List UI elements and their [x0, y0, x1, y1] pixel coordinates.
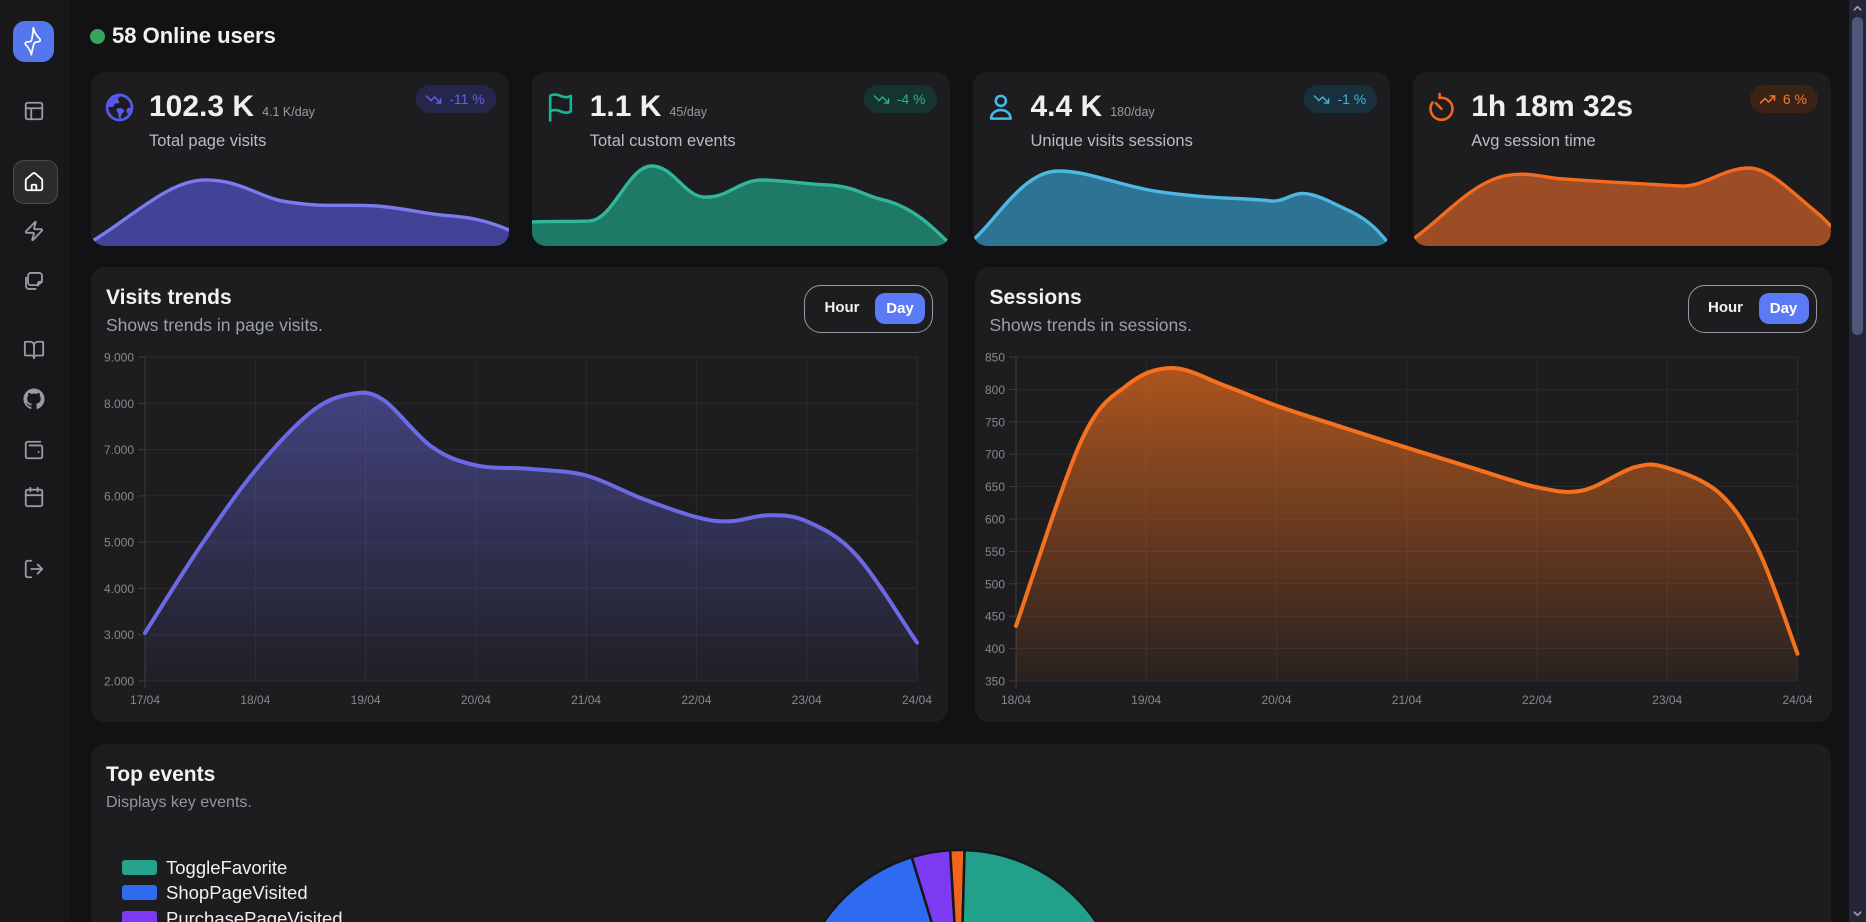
svg-text:22/04: 22/04 [681, 693, 711, 707]
svg-text:22/04: 22/04 [1521, 693, 1551, 707]
svg-text:21/04: 21/04 [571, 693, 601, 707]
svg-text:18/04: 18/04 [1000, 693, 1030, 707]
svg-text:9.000: 9.000 [104, 351, 134, 365]
svg-text:450: 450 [984, 610, 1004, 624]
svg-text:550: 550 [984, 545, 1004, 559]
svg-text:700: 700 [984, 448, 1004, 462]
svg-text:19/04: 19/04 [351, 693, 381, 707]
svg-text:2.000: 2.000 [104, 675, 134, 689]
svg-text:24/04: 24/04 [902, 693, 932, 707]
svg-text:8.000: 8.000 [104, 397, 134, 411]
svg-text:3.000: 3.000 [104, 628, 134, 642]
svg-text:7.000: 7.000 [104, 443, 134, 457]
svg-text:500: 500 [984, 577, 1004, 591]
svg-text:400: 400 [984, 642, 1004, 656]
svg-text:24/04: 24/04 [1782, 693, 1812, 707]
svg-text:21/04: 21/04 [1391, 693, 1421, 707]
svg-text:17/04: 17/04 [130, 693, 160, 707]
svg-text:6.000: 6.000 [104, 489, 134, 503]
svg-text:650: 650 [984, 480, 1004, 494]
svg-text:5.000: 5.000 [104, 536, 134, 550]
svg-text:18/04: 18/04 [240, 693, 270, 707]
svg-text:20/04: 20/04 [1261, 693, 1291, 707]
svg-text:23/04: 23/04 [792, 693, 822, 707]
svg-text:800: 800 [984, 383, 1004, 397]
svg-text:350: 350 [984, 675, 1004, 689]
svg-text:20/04: 20/04 [461, 693, 491, 707]
svg-text:850: 850 [984, 351, 1004, 365]
svg-text:23/04: 23/04 [1652, 693, 1682, 707]
svg-text:750: 750 [984, 415, 1004, 429]
svg-text:19/04: 19/04 [1131, 693, 1161, 707]
svg-text:4.000: 4.000 [104, 582, 134, 596]
svg-text:600: 600 [984, 513, 1004, 527]
